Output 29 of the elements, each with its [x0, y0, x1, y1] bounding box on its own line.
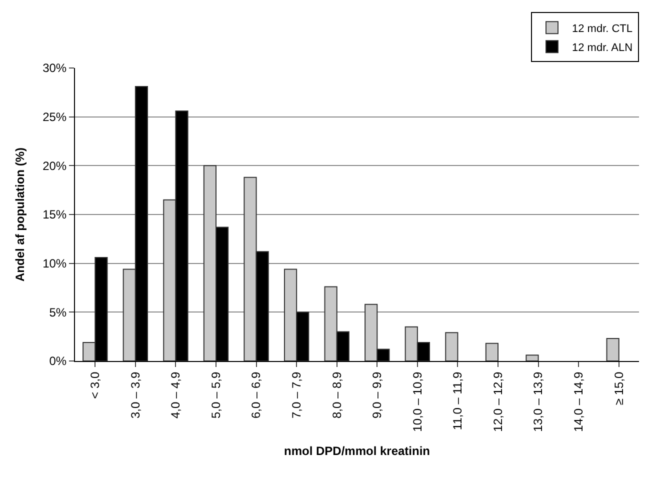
- y-tick-label: 10%: [42, 256, 67, 271]
- x-tick-label: 9,0 – 9,9: [370, 371, 384, 419]
- x-tick-label: ≥ 15,0: [612, 371, 626, 406]
- x-tick-label: 14,0 – 14,9: [571, 371, 586, 432]
- y-tick-label: 20%: [42, 158, 67, 173]
- bar: [445, 332, 458, 361]
- legend-label: 12 mdr. ALN: [572, 42, 633, 54]
- x-tick-label: 4,0 – 4,9: [168, 371, 183, 419]
- x-tick-label: 12,0 – 12,9: [490, 371, 505, 432]
- bar: [526, 354, 539, 361]
- y-tick-label: 25%: [42, 110, 67, 124]
- x-axis-title: nmol DPD/mmol kreatinin: [284, 444, 430, 458]
- y-tick-label: 30%: [42, 61, 67, 76]
- x-tick-label: < 3,0: [88, 371, 102, 399]
- bar: [606, 338, 620, 361]
- x-tick-label: 8,0 – 8,9: [330, 371, 344, 419]
- x-tick-label: 7,0 – 7,9: [289, 371, 304, 419]
- y-axis-title: Andel af population (%): [12, 148, 27, 282]
- bar: [485, 342, 498, 361]
- x-tick-label: 11,0 – 11,9: [450, 371, 465, 430]
- legend-label: 12 mdr. CTL: [572, 22, 633, 35]
- x-tick-label: 6,0 – 6,9: [249, 371, 264, 419]
- x-tick-label: 10,0 – 10,9: [410, 371, 424, 432]
- x-tick-label: 13,0 – 13,9: [531, 371, 546, 432]
- y-tick-label: 15%: [42, 208, 67, 222]
- y-tick-label: 5%: [49, 305, 67, 320]
- x-tick-label: 5,0 – 5,9: [208, 371, 223, 419]
- x-tick-label: 3,0 – 3,9: [128, 371, 142, 419]
- y-tick-label: 0%: [49, 354, 67, 368]
